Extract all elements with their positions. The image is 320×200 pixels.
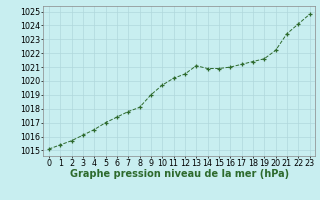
- X-axis label: Graphe pression niveau de la mer (hPa): Graphe pression niveau de la mer (hPa): [70, 169, 289, 179]
